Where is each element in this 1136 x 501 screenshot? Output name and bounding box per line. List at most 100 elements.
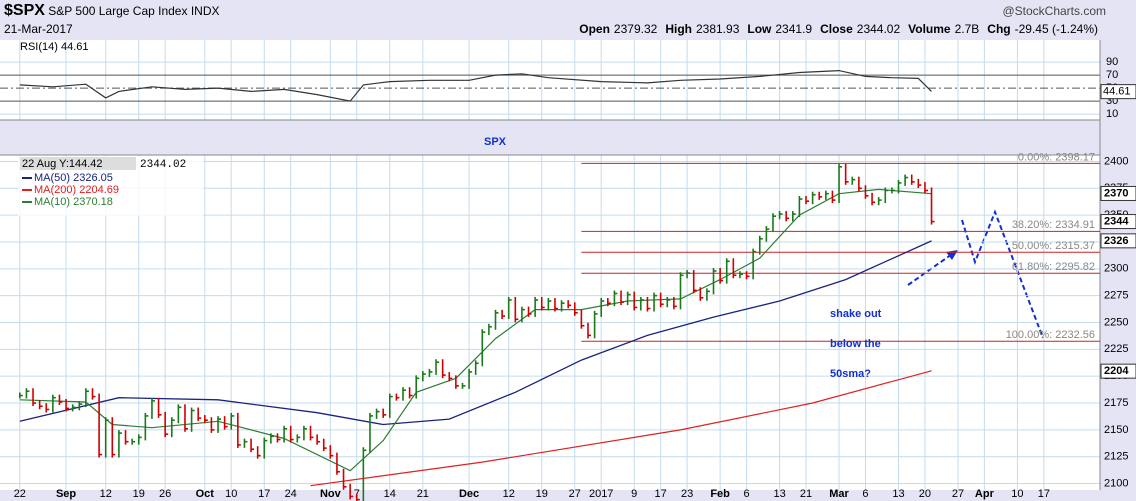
price-bar bbox=[250, 438, 255, 453]
price-bar bbox=[534, 296, 539, 317]
price-bar bbox=[104, 417, 109, 458]
price-bar bbox=[296, 434, 301, 443]
price-bar bbox=[223, 416, 228, 430]
price-bar bbox=[930, 187, 935, 225]
price-bar bbox=[276, 433, 281, 443]
price-bar bbox=[488, 323, 492, 336]
quote-value: 2341.9 bbox=[775, 22, 813, 36]
price-bar bbox=[620, 290, 625, 306]
price-bar bbox=[692, 270, 697, 294]
legend-entry: MA(200) 2204.69 bbox=[34, 184, 119, 196]
price-bar bbox=[725, 258, 730, 284]
price-bar bbox=[904, 174, 909, 186]
price-bar bbox=[362, 447, 367, 501]
title-row: $SPX S&P 500 Large Cap Index INDX bbox=[4, 2, 220, 20]
x-tick-label: 12 bbox=[503, 488, 515, 500]
price-bar bbox=[600, 298, 605, 317]
price-bar bbox=[811, 191, 816, 205]
price-bar bbox=[864, 185, 869, 199]
price-bar bbox=[924, 182, 928, 194]
y-tick-label: 2100 bbox=[1104, 477, 1128, 489]
price-bar bbox=[653, 292, 658, 312]
y-tick-label: 2150 bbox=[1104, 424, 1128, 436]
price-bar bbox=[289, 425, 294, 443]
readout: 22 Aug Y:144.42 bbox=[22, 158, 103, 170]
readout-box bbox=[20, 157, 136, 170]
quote-value: 2381.93 bbox=[695, 22, 740, 36]
price-bar bbox=[190, 407, 195, 432]
x-tick-label: Sep bbox=[56, 488, 76, 500]
price-bar bbox=[785, 211, 790, 222]
price-bar bbox=[151, 397, 155, 419]
price-marker-box bbox=[1100, 363, 1136, 379]
price-bar bbox=[567, 300, 572, 309]
price-bar bbox=[441, 359, 446, 379]
price-bar bbox=[640, 296, 644, 311]
rsi-marker: 44.61 bbox=[1103, 86, 1131, 98]
x-tick-label: 21 bbox=[417, 488, 429, 500]
price-bar bbox=[646, 296, 651, 312]
rsi-label: RSI(14) 44.61 bbox=[20, 41, 88, 53]
price-marker: 2204 bbox=[1104, 365, 1129, 377]
price-bar bbox=[230, 412, 235, 430]
price-bar bbox=[197, 407, 202, 422]
price-bar bbox=[626, 291, 631, 306]
price-bar bbox=[791, 211, 796, 222]
price-bar bbox=[349, 483, 354, 500]
ma-line bbox=[19, 188, 932, 472]
price-bar bbox=[124, 430, 129, 445]
x-tick-label: 24 bbox=[285, 488, 297, 500]
price-bar bbox=[448, 372, 453, 382]
x-tick-label: 20 bbox=[919, 488, 931, 500]
price-bar bbox=[673, 296, 677, 310]
x-tick-label: 2017 bbox=[589, 488, 613, 500]
price-bar bbox=[858, 176, 862, 192]
price-bar bbox=[805, 196, 810, 205]
price-bar bbox=[587, 322, 591, 339]
price-bar bbox=[303, 425, 307, 441]
price-bar bbox=[85, 388, 89, 408]
x-tick-label: 6 bbox=[743, 488, 749, 500]
price-bar bbox=[25, 388, 30, 399]
price-bar bbox=[210, 417, 215, 433]
quote: Open 2379.32 High 2381.93 Low 2341.9 Close 2344… bbox=[579, 22, 1106, 36]
y-tick-label: 70 bbox=[1106, 69, 1118, 81]
price-bar bbox=[336, 452, 340, 475]
price-bar bbox=[573, 302, 578, 316]
price-bar bbox=[32, 388, 37, 407]
price-bar bbox=[382, 408, 387, 418]
quote-label: Open bbox=[579, 22, 610, 36]
price-bar bbox=[322, 438, 327, 452]
name: S&P 500 Large Cap Index bbox=[48, 4, 188, 18]
price-bar bbox=[706, 288, 710, 301]
quote-label: Close bbox=[820, 22, 853, 36]
price-bar bbox=[758, 235, 763, 255]
x-tick-label: Nov bbox=[320, 488, 342, 500]
price-bar bbox=[877, 197, 882, 206]
y-tick-label: 2125 bbox=[1104, 451, 1128, 463]
price-marker-box bbox=[1100, 185, 1136, 201]
legend-entry: MA(50) 2326.05 bbox=[34, 172, 113, 184]
price-bar bbox=[270, 433, 274, 444]
ma-line bbox=[19, 240, 932, 426]
price-bar bbox=[164, 411, 169, 438]
price-bar bbox=[778, 211, 783, 220]
quote-label: Volume bbox=[908, 22, 951, 36]
price-bar bbox=[435, 359, 440, 375]
price-bar bbox=[910, 174, 915, 185]
legend-entry: MA(10) 2370.18 bbox=[34, 196, 113, 208]
x-tick-label: 12 bbox=[100, 488, 112, 500]
quote-label: Low bbox=[747, 22, 772, 36]
price-bar bbox=[52, 394, 56, 413]
price-bar bbox=[157, 397, 162, 418]
price-bar bbox=[316, 434, 321, 445]
price-bar bbox=[554, 298, 558, 312]
price-bar bbox=[540, 296, 545, 311]
price-bar bbox=[593, 310, 598, 339]
price-bar bbox=[474, 360, 479, 375]
price-bar bbox=[455, 375, 459, 389]
price-bar bbox=[111, 417, 116, 458]
price-bar bbox=[71, 404, 76, 412]
price-bar bbox=[468, 368, 473, 389]
